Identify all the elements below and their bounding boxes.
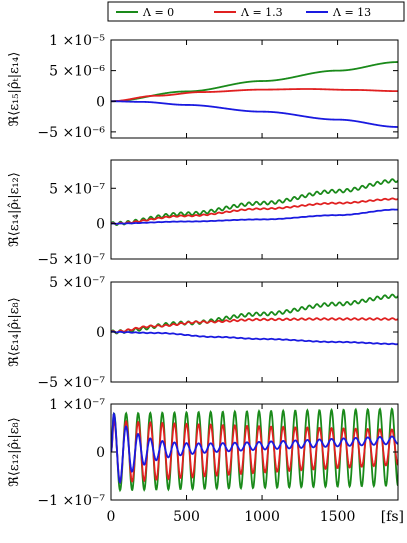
panel-2-line-3 <box>111 208 398 225</box>
panel-2-ytick-label-3: −5 ×10⁻⁷ <box>37 252 105 268</box>
panel-3-ylabel: ℜ⟨ε₁₄|ρ̂ₜ|ε₈⟩ <box>7 297 22 366</box>
panel-1-ytick-label-4: −5 ×10⁻⁶ <box>37 125 105 141</box>
panel-4-line-3 <box>111 411 398 484</box>
panel-3-ytick-label-3: −5 ×10⁻⁷ <box>37 375 105 391</box>
legend-label-1: Λ = 0 <box>142 6 174 19</box>
panel-1: 1 ×10⁻⁵ 5 ×10⁻⁶ 0 −5 ×10⁻⁶ ℜ⟨ε₁₅|ρ̂ₜ|ε₁₄⟩ <box>7 33 399 141</box>
panel-2-line-2 <box>111 197 398 226</box>
panel-1-frame <box>110 39 399 139</box>
panel-2-series <box>111 178 398 226</box>
legend-label-3: Λ = 13 <box>332 6 371 19</box>
panel-4-series <box>111 407 398 493</box>
panel-2-frame <box>110 159 399 260</box>
panel-3: 5 ×10⁻⁷ 0 −5 ×10⁻⁷ ℜ⟨ε₁₄|ρ̂ₜ|ε₈⟩ <box>7 275 399 391</box>
panel-4-line-2 <box>111 419 398 485</box>
panels: 1 ×10⁻⁵ 5 ×10⁻⁶ 0 −5 ×10⁻⁶ ℜ⟨ε₁₅|ρ̂ₜ|ε₁₄⟩ 5 ×… <box>7 33 404 525</box>
legend-label-2: Λ = 1.3 <box>240 6 283 19</box>
panel-1-line-2 <box>111 88 398 103</box>
panel-3-ytick-label-2: 0 <box>96 325 105 341</box>
panel-3-line-1 <box>111 293 398 335</box>
panel-3-line-3 <box>111 330 398 346</box>
panel-3-series <box>111 293 398 346</box>
panel-1-line-3 <box>111 100 398 128</box>
panel-1-ylabel: ℜ⟨ε₁₅|ρ̂ₜ|ε₁₄⟩ <box>7 52 22 127</box>
legend-frame <box>107 1 405 22</box>
panel-2-line-1 <box>111 178 398 226</box>
panel-3-ytick-label-1: 5 ×10⁻⁷ <box>49 275 105 291</box>
panel-2-ylabel: ℜ⟨ε₁₄|ρ̂ₜ|ε₁₂⟩ <box>7 172 22 247</box>
xtick-label-2: 500 <box>173 509 200 525</box>
panel-2: 5 ×10⁻⁷ 0 −5 ×10⁻⁷ ℜ⟨ε₁₄|ρ̂ₜ|ε₁₂⟩ <box>7 159 399 268</box>
panel-4-ytick-label-2: 0 <box>96 445 105 461</box>
panel-1-ytick-label-1: 1 ×10⁻⁵ <box>49 33 105 49</box>
panel-1-series <box>111 61 398 128</box>
panel-4-ytick-label-3: −1 ×10⁻⁷ <box>37 493 105 509</box>
panel-4: 1 ×10⁻⁷ 0 −1 ×10⁻⁷ ℜ⟨ε₁₂|ρ̂ₜ|ε₈⟩ <box>7 397 399 509</box>
xtick-label-3: 1000 <box>244 509 280 525</box>
panel-1-line-1 <box>111 61 398 103</box>
panel-4-ytick-label-1: 1 ×10⁻⁷ <box>49 397 105 413</box>
panel-4-ylabel: ℜ⟨ε₁₂|ρ̂ₜ|ε₈⟩ <box>7 417 22 486</box>
panel-2-ytick-label-1: 5 ×10⁻⁷ <box>49 181 105 197</box>
legend: Λ = 0 Λ = 1.3 Λ = 13 <box>107 1 405 22</box>
panel-3-line-2 <box>111 317 398 334</box>
xtick-label-1: 0 <box>107 509 116 525</box>
panel-1-ytick-label-2: 5 ×10⁻⁶ <box>49 64 105 80</box>
x-axis-label: [fs] <box>381 509 404 525</box>
panel-2-ytick-label-2: 0 <box>96 217 105 233</box>
panel-1-ytick-label-3: 0 <box>96 94 105 110</box>
xtick-label-4: 1500 <box>320 509 356 525</box>
panel-3-frame <box>110 281 399 383</box>
